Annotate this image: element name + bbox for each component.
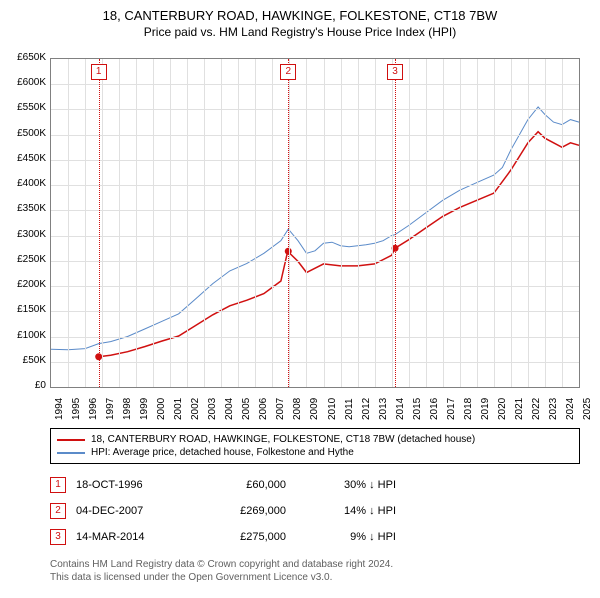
trade-marker: 1 [50, 477, 66, 493]
x-axis-label: 2006 [258, 398, 269, 420]
legend-label: HPI: Average price, detached house, Folk… [91, 447, 354, 458]
y-axis-label: £400K [4, 178, 46, 189]
ref-marker: 3 [387, 64, 403, 80]
trade-marker: 3 [50, 529, 66, 545]
legend-swatch [57, 452, 85, 454]
x-axis-label: 2020 [497, 398, 508, 420]
x-axis-label: 2018 [463, 398, 474, 420]
x-axis-label: 2019 [480, 398, 491, 420]
trade-row: 3 14-MAR-2014 £275,000 9% ↓ HPI [50, 524, 580, 550]
x-axis-label: 1999 [139, 398, 150, 420]
trade-date: 18-OCT-1996 [76, 479, 196, 491]
trade-price: £60,000 [206, 479, 286, 491]
y-axis-label: £250K [4, 254, 46, 265]
x-axis-label: 1996 [88, 398, 99, 420]
x-axis-label: 1995 [71, 398, 82, 420]
chart-container: 18, CANTERBURY ROAD, HAWKINGE, FOLKESTON… [0, 8, 600, 598]
trade-delta: 30% ↓ HPI [296, 479, 396, 491]
trade-date: 04-DEC-2007 [76, 505, 196, 517]
y-axis-label: £450K [4, 153, 46, 164]
x-axis-label: 2015 [412, 398, 423, 420]
footer-line: This data is licensed under the Open Gov… [50, 572, 332, 583]
y-axis-label: £500K [4, 128, 46, 139]
x-axis-label: 2004 [224, 398, 235, 420]
trade-delta: 14% ↓ HPI [296, 505, 396, 517]
x-axis-label: 1994 [54, 398, 65, 420]
x-axis-label: 2002 [190, 398, 201, 420]
legend-item: 18, CANTERBURY ROAD, HAWKINGE, FOLKESTON… [57, 433, 573, 446]
y-axis-label: £550K [4, 102, 46, 113]
y-axis-label: £0 [4, 380, 46, 391]
trade-price: £275,000 [206, 531, 286, 543]
plot-area [50, 58, 580, 388]
y-axis-label: £100K [4, 330, 46, 341]
chart-svg [51, 59, 579, 387]
trade-row: 2 04-DEC-2007 £269,000 14% ↓ HPI [50, 498, 580, 524]
y-axis-label: £150K [4, 304, 46, 315]
y-axis-label: £50K [4, 355, 46, 366]
x-axis-label: 1998 [122, 398, 133, 420]
chart-title: 18, CANTERBURY ROAD, HAWKINGE, FOLKESTON… [0, 8, 600, 23]
legend-item: HPI: Average price, detached house, Folk… [57, 446, 573, 459]
x-axis-label: 2022 [531, 398, 542, 420]
x-axis-label: 2005 [241, 398, 252, 420]
ref-marker: 1 [91, 64, 107, 80]
trade-delta: 9% ↓ HPI [296, 531, 396, 543]
legend-swatch [57, 439, 85, 441]
y-axis-label: £600K [4, 77, 46, 88]
y-axis-label: £350K [4, 203, 46, 214]
trade-marker: 2 [50, 503, 66, 519]
legend-label: 18, CANTERBURY ROAD, HAWKINGE, FOLKESTON… [91, 434, 475, 445]
ref-marker: 2 [280, 64, 296, 80]
y-axis-label: £300K [4, 229, 46, 240]
x-axis-label: 2003 [207, 398, 218, 420]
x-axis-label: 2011 [344, 398, 355, 420]
trade-date: 14-MAR-2014 [76, 531, 196, 543]
footer-line: Contains HM Land Registry data © Crown c… [50, 559, 393, 570]
trade-list: 1 18-OCT-1996 £60,000 30% ↓ HPI 2 04-DEC… [50, 472, 580, 550]
x-axis-label: 2021 [514, 398, 525, 420]
x-axis-label: 2012 [361, 398, 372, 420]
x-axis-label: 2008 [292, 398, 303, 420]
y-axis-label: £200K [4, 279, 46, 290]
x-axis-label: 2009 [309, 398, 320, 420]
x-axis-label: 2000 [156, 398, 167, 420]
x-axis-label: 2024 [565, 398, 576, 420]
x-axis-label: 2017 [446, 398, 457, 420]
trade-price: £269,000 [206, 505, 286, 517]
x-axis-label: 2001 [173, 398, 184, 420]
x-axis-label: 2007 [275, 398, 286, 420]
x-axis-label: 2010 [327, 398, 338, 420]
x-axis-label: 1997 [105, 398, 116, 420]
chart-subtitle: Price paid vs. HM Land Registry's House … [0, 25, 600, 39]
x-axis-label: 2025 [582, 398, 593, 420]
trade-row: 1 18-OCT-1996 £60,000 30% ↓ HPI [50, 472, 580, 498]
y-axis-label: £650K [4, 52, 46, 63]
legend: 18, CANTERBURY ROAD, HAWKINGE, FOLKESTON… [50, 428, 580, 464]
x-axis-label: 2013 [378, 398, 389, 420]
x-axis-label: 2014 [395, 398, 406, 420]
x-axis-label: 2016 [429, 398, 440, 420]
x-axis-label: 2023 [548, 398, 559, 420]
footer-attribution: Contains HM Land Registry data © Crown c… [50, 558, 580, 584]
